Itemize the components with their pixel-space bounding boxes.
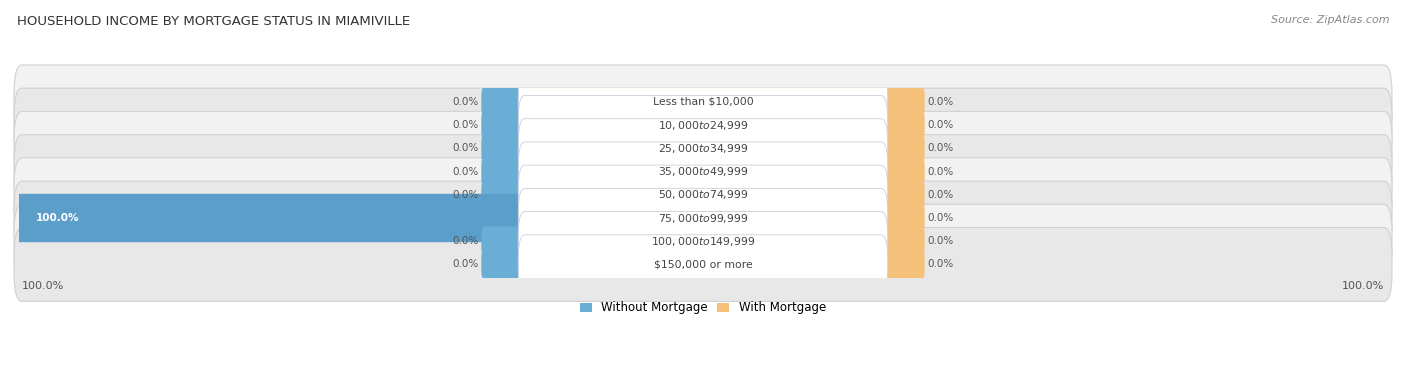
FancyBboxPatch shape (882, 133, 925, 163)
Text: 100.0%: 100.0% (22, 281, 65, 291)
FancyBboxPatch shape (14, 204, 1392, 278)
FancyBboxPatch shape (481, 87, 524, 117)
Text: $150,000 or more: $150,000 or more (654, 259, 752, 270)
Text: 0.0%: 0.0% (928, 236, 953, 246)
FancyBboxPatch shape (13, 194, 527, 242)
FancyBboxPatch shape (481, 156, 524, 186)
FancyBboxPatch shape (882, 249, 925, 279)
Text: 100.0%: 100.0% (1341, 281, 1384, 291)
FancyBboxPatch shape (14, 88, 1392, 162)
FancyBboxPatch shape (882, 156, 925, 186)
Text: 0.0%: 0.0% (928, 259, 953, 270)
Text: $75,000 to $99,999: $75,000 to $99,999 (658, 212, 748, 225)
FancyBboxPatch shape (519, 235, 887, 294)
FancyBboxPatch shape (14, 181, 1392, 255)
Text: 0.0%: 0.0% (453, 120, 478, 130)
FancyBboxPatch shape (481, 133, 524, 163)
Text: $100,000 to $149,999: $100,000 to $149,999 (651, 235, 755, 248)
Text: 0.0%: 0.0% (928, 190, 953, 200)
Text: 0.0%: 0.0% (928, 167, 953, 177)
Text: $50,000 to $74,999: $50,000 to $74,999 (658, 188, 748, 201)
FancyBboxPatch shape (481, 249, 524, 279)
Text: 0.0%: 0.0% (928, 143, 953, 153)
Text: $35,000 to $49,999: $35,000 to $49,999 (658, 165, 748, 178)
FancyBboxPatch shape (481, 180, 524, 210)
Text: 100.0%: 100.0% (37, 213, 79, 223)
Text: $25,000 to $34,999: $25,000 to $34,999 (658, 142, 748, 155)
FancyBboxPatch shape (882, 180, 925, 210)
Text: 0.0%: 0.0% (453, 143, 478, 153)
Text: 0.0%: 0.0% (453, 167, 478, 177)
Text: 0.0%: 0.0% (928, 97, 953, 107)
Text: Source: ZipAtlas.com: Source: ZipAtlas.com (1271, 15, 1389, 25)
FancyBboxPatch shape (519, 165, 887, 225)
FancyBboxPatch shape (481, 226, 524, 256)
FancyBboxPatch shape (882, 226, 925, 256)
FancyBboxPatch shape (519, 188, 887, 248)
FancyBboxPatch shape (14, 135, 1392, 209)
Text: 0.0%: 0.0% (453, 190, 478, 200)
FancyBboxPatch shape (481, 110, 524, 140)
FancyBboxPatch shape (14, 112, 1392, 185)
Text: 0.0%: 0.0% (453, 97, 478, 107)
FancyBboxPatch shape (882, 110, 925, 140)
FancyBboxPatch shape (14, 158, 1392, 232)
Text: 0.0%: 0.0% (928, 120, 953, 130)
Text: 0.0%: 0.0% (928, 213, 953, 223)
FancyBboxPatch shape (519, 212, 887, 271)
FancyBboxPatch shape (519, 142, 887, 201)
FancyBboxPatch shape (519, 72, 887, 132)
Text: 0.0%: 0.0% (453, 236, 478, 246)
Text: $10,000 to $24,999: $10,000 to $24,999 (658, 119, 748, 132)
Text: 0.0%: 0.0% (453, 259, 478, 270)
FancyBboxPatch shape (519, 95, 887, 155)
Text: HOUSEHOLD INCOME BY MORTGAGE STATUS IN MIAMIVILLE: HOUSEHOLD INCOME BY MORTGAGE STATUS IN M… (17, 15, 411, 28)
Text: Less than $10,000: Less than $10,000 (652, 97, 754, 107)
FancyBboxPatch shape (14, 65, 1392, 139)
FancyBboxPatch shape (14, 228, 1392, 301)
FancyBboxPatch shape (882, 87, 925, 117)
Legend: Without Mortgage, With Mortgage: Without Mortgage, With Mortgage (581, 301, 825, 314)
FancyBboxPatch shape (519, 119, 887, 178)
FancyBboxPatch shape (882, 203, 925, 233)
